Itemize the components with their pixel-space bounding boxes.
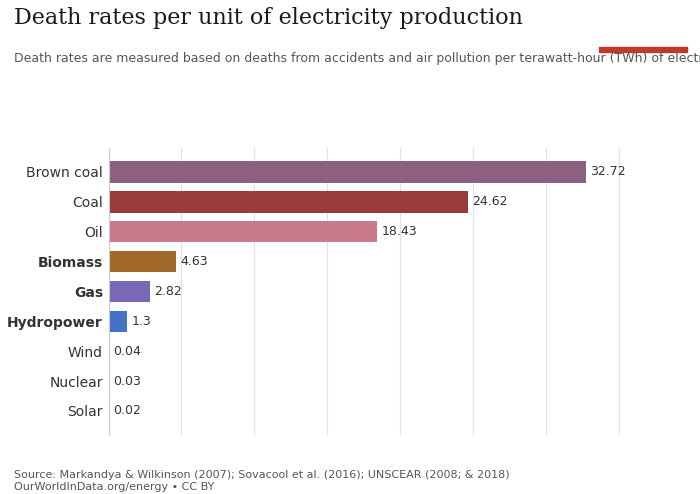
Bar [108,311,127,332]
Text: Our World: Our World [613,17,673,27]
Text: 0.02: 0.02 [113,405,141,417]
Text: Death rates are measured based on deaths from accidents and air pollution per te: Death rates are measured based on deaths… [14,52,700,65]
Text: 32.72: 32.72 [590,165,626,178]
Text: Death rates per unit of electricity production: Death rates per unit of electricity prod… [14,7,523,30]
Text: 4.63: 4.63 [181,255,208,268]
Text: 0.03: 0.03 [113,374,141,388]
Bar [108,221,377,243]
Text: in Data: in Data [622,31,664,41]
Bar [599,46,687,52]
Text: 1.3: 1.3 [132,315,152,328]
Text: 0.04: 0.04 [113,345,141,358]
Text: 2.82: 2.82 [154,285,182,298]
Bar [108,191,468,212]
Text: 24.62: 24.62 [472,195,507,208]
Bar [108,161,586,183]
Bar [108,281,150,302]
Text: 18.43: 18.43 [382,225,417,238]
Text: Source: Markandya & Wilkinson (2007); Sovacool et al. (2016); UNSCEAR (2008; & 2: Source: Markandya & Wilkinson (2007); So… [14,470,510,492]
Bar [108,251,176,272]
